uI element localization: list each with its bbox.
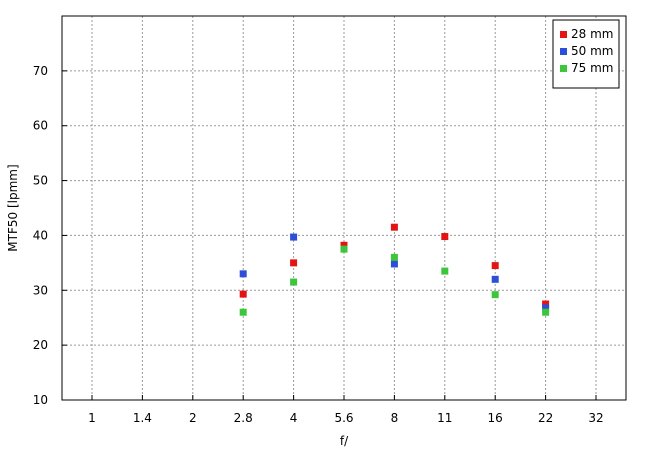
data-point: [390, 223, 398, 231]
legend-label: 75 mm: [571, 61, 613, 75]
y-tick-label: 50: [33, 174, 48, 188]
y-tick-label: 70: [33, 64, 48, 78]
x-tick-label: 16: [488, 411, 503, 425]
legend-label: 50 mm: [571, 44, 613, 58]
data-points: [239, 223, 550, 316]
grid: [62, 16, 626, 400]
data-point: [542, 300, 550, 308]
x-tick-label: 5.6: [334, 411, 353, 425]
legend: 28 mm 50 mm 75 mm: [552, 19, 620, 89]
x-tick-label: 1: [88, 411, 96, 425]
data-point: [340, 245, 348, 253]
x-tick-label: 4: [290, 411, 298, 425]
data-point: [390, 253, 398, 261]
series-50-mm: [239, 233, 550, 312]
data-point: [290, 278, 298, 286]
x-tick-label: 2.8: [234, 411, 253, 425]
y-tick-label: 40: [33, 228, 48, 242]
series-75-mm: [239, 245, 550, 316]
data-point: [491, 275, 499, 283]
y-tick-label: 10: [33, 393, 48, 407]
legend-swatch: [560, 65, 567, 72]
x-tick-label: 2: [189, 411, 197, 425]
legend-swatch: [560, 48, 567, 55]
y-tick-label: 60: [33, 119, 48, 133]
data-point: [239, 290, 247, 298]
axis-ticks: 1 1.4 2 2.8 4 5.6 8 11 16 22 32 10 20 30 40 50 60 70: [33, 64, 604, 425]
x-tick-label: 22: [538, 411, 553, 425]
data-point: [491, 291, 499, 299]
x-tick-label: 8: [391, 411, 399, 425]
legend-swatch: [560, 31, 567, 38]
data-point: [441, 233, 449, 241]
x-axis-title: f/: [340, 434, 349, 448]
data-point: [491, 262, 499, 270]
data-point: [290, 259, 298, 267]
x-tick-label: 32: [588, 411, 603, 425]
data-point: [390, 260, 398, 268]
legend-label: 28 mm: [571, 27, 613, 41]
y-tick-label: 20: [33, 338, 48, 352]
data-point: [542, 308, 550, 316]
data-point: [441, 267, 449, 275]
data-point: [290, 233, 298, 241]
series-28-mm: [239, 223, 550, 308]
data-point: [340, 241, 348, 249]
x-tick-label: 11: [437, 411, 452, 425]
y-axis-title: MTF50 [lpmm]: [6, 164, 20, 251]
y-tick-label: 30: [33, 283, 48, 297]
x-tick-label: 1.4: [133, 411, 152, 425]
data-point: [542, 304, 550, 312]
data-point: [239, 308, 247, 316]
data-point: [239, 270, 247, 278]
